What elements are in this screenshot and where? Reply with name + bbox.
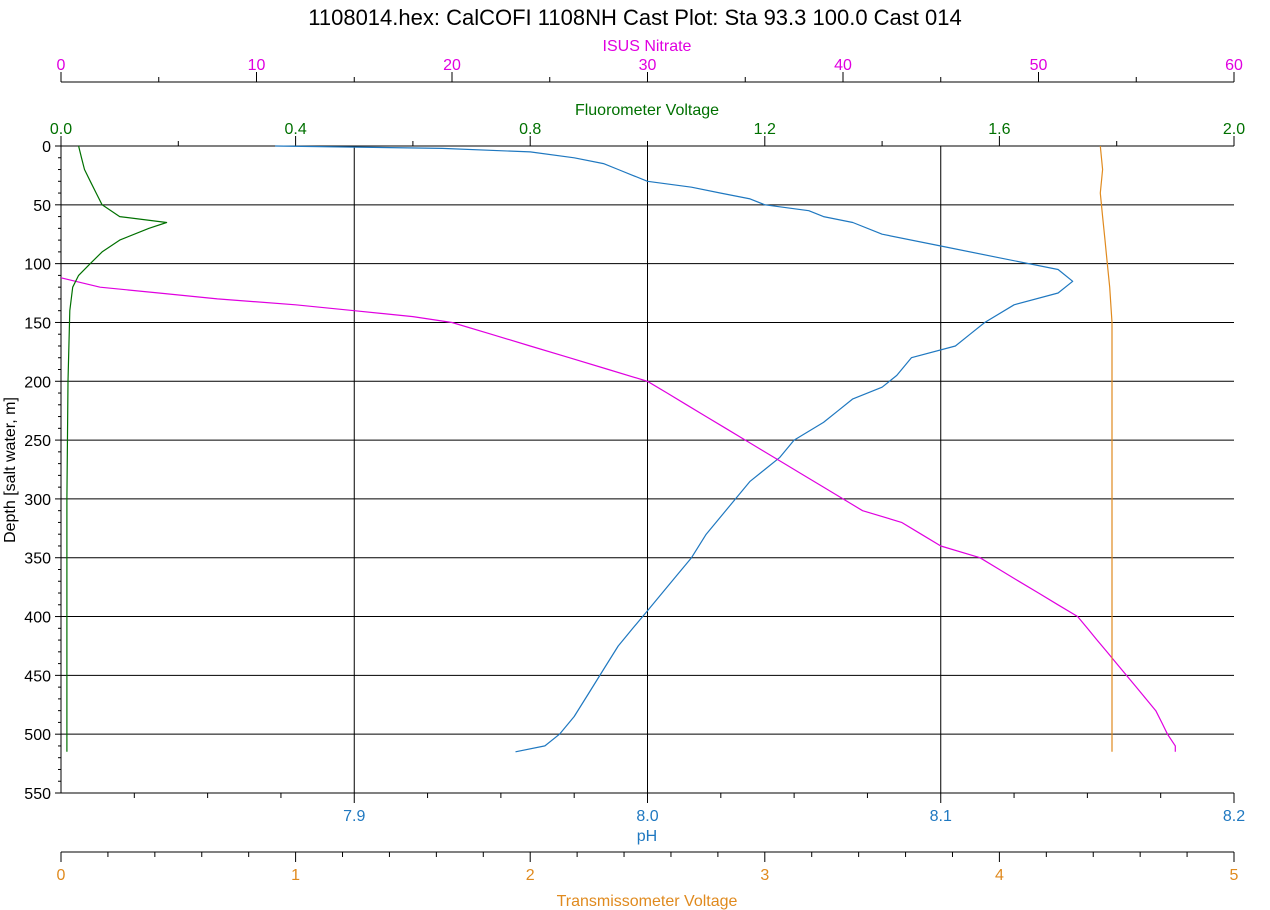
ph-tick-label: 8.0 — [636, 808, 658, 825]
depth-axis-label: Depth [salt water, m] — [2, 397, 19, 543]
depth-tick-label: 150 — [24, 315, 51, 332]
trans-tick-label: 4 — [995, 867, 1004, 884]
nitrate-tick-label: 0 — [57, 57, 66, 74]
nitrate-tick-label: 30 — [639, 57, 657, 74]
fluor-tick-label: 0.8 — [519, 121, 541, 138]
trans-tick-label: 1 — [291, 867, 300, 884]
trans-tick-label: 5 — [1230, 867, 1239, 884]
ph-tick-label: 7.9 — [343, 808, 365, 825]
data-series — [60, 145, 1176, 753]
fluorometer-axis-label: Fluorometer Voltage — [575, 102, 719, 119]
nitrate-tick-label: 10 — [248, 57, 266, 74]
isus-nitrate-series-line — [60, 277, 1176, 752]
transmissometer-voltage-series-line — [1099, 145, 1113, 752]
fluor-tick-label: 1.2 — [754, 121, 776, 138]
nitrate-tick-label: 40 — [834, 57, 852, 74]
fluorometer-voltage-series-line — [66, 145, 168, 752]
depth-tick-label: 350 — [24, 551, 51, 568]
transmissometer-axis-label: Transmissometer Voltage — [557, 893, 738, 910]
trans-tick-label: 0 — [57, 867, 66, 884]
depth-tick-label: 200 — [24, 374, 51, 391]
ph-tick-label: 8.2 — [1223, 808, 1245, 825]
depth-tick-label: 500 — [24, 727, 51, 744]
fluor-tick-label: 1.6 — [988, 121, 1010, 138]
fluor-tick-label: 0.4 — [284, 121, 306, 138]
depth-tick-label: 0 — [42, 139, 51, 156]
depth-tick-label: 50 — [33, 198, 51, 215]
depth-tick-label: 550 — [24, 786, 51, 803]
depth-tick-label: 300 — [24, 492, 51, 509]
grid-lines — [61, 146, 1234, 793]
chart-title: 1108014.hex: CalCOFI 1108NH Cast Plot: S… — [308, 5, 961, 30]
depth-tick-label: 100 — [24, 257, 51, 274]
nitrate-axis-label: ISUS Nitrate — [603, 38, 692, 55]
trans-tick-label: 3 — [760, 867, 769, 884]
nitrate-tick-label: 20 — [443, 57, 461, 74]
depth-tick-label: 400 — [24, 610, 51, 627]
ph-axis-label: pH — [637, 828, 657, 845]
depth-tick-label: 450 — [24, 668, 51, 685]
depth-tick-label: 250 — [24, 433, 51, 450]
fluor-tick-label: 0.0 — [50, 121, 72, 138]
trans-tick-label: 2 — [526, 867, 535, 884]
fluor-tick-label: 2.0 — [1223, 121, 1245, 138]
ph-tick-label: 8.1 — [930, 808, 952, 825]
nitrate-tick-label: 60 — [1225, 57, 1243, 74]
ph-series-line — [275, 145, 1074, 753]
nitrate-tick-label: 50 — [1030, 57, 1048, 74]
